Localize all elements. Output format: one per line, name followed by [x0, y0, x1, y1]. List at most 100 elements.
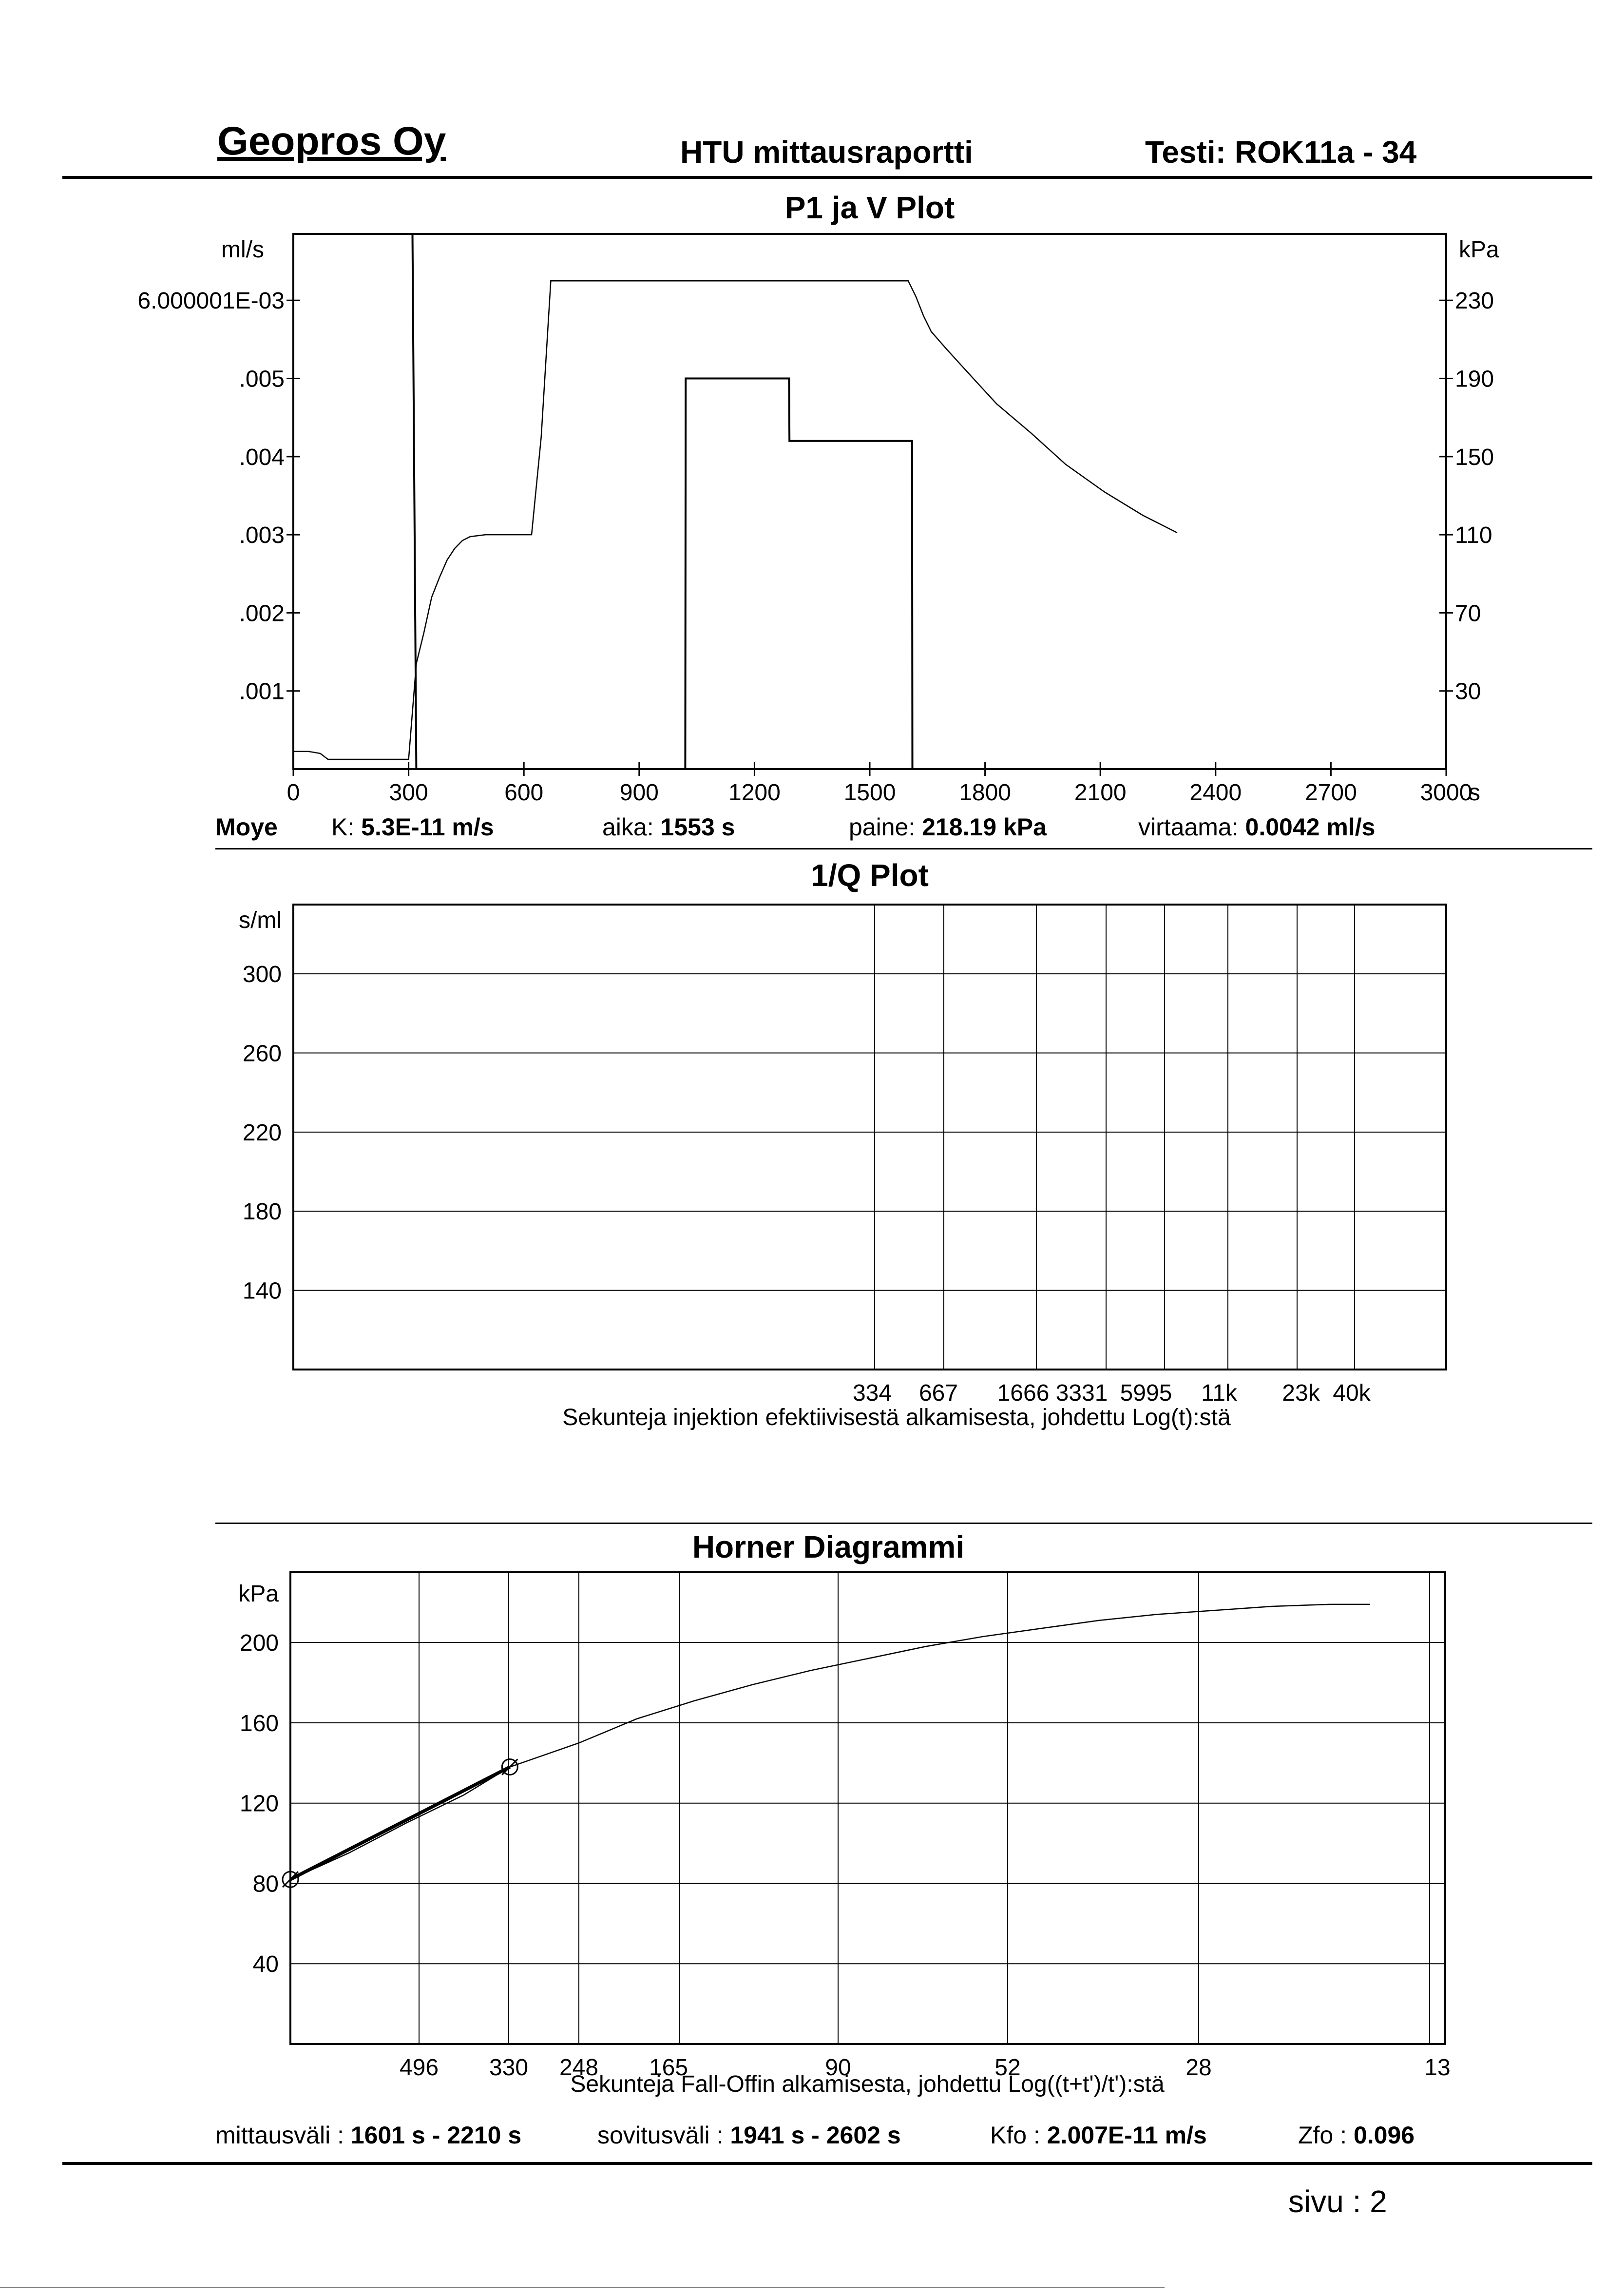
- mittausvali-label: mittausväli :: [215, 2122, 344, 2149]
- x-tick-label: 248: [559, 2055, 598, 2081]
- paine-field: paine: 218.19 kPa: [849, 813, 1047, 841]
- x-tick-label: 1800: [959, 780, 1011, 806]
- y-left-tick-label: .002: [239, 600, 285, 626]
- x-tick-label: 40k: [1333, 1380, 1371, 1406]
- y-left-tick-label: 6.000001E-03: [137, 288, 285, 314]
- y-tick-label: 300: [243, 962, 282, 987]
- y-right-tick-label: 110: [1455, 522, 1492, 548]
- zfo-field: Zfo : 0.096: [1298, 2121, 1415, 2149]
- y-tick-label: 120: [240, 1791, 279, 1817]
- x-tick-label: 11k: [1201, 1380, 1238, 1406]
- y-right-tick-label: 190: [1455, 367, 1494, 392]
- company-name: Geopros Oy: [217, 119, 446, 163]
- y-left-tick-label: .001: [239, 679, 285, 705]
- horner-fit-line: [289, 1765, 511, 1881]
- x-tick-label: 3000: [1420, 780, 1472, 806]
- paine-value: 218.19 kPa: [922, 813, 1047, 841]
- y-left-tick-label: .004: [239, 444, 285, 470]
- k-value: 5.3E-11 m/s: [361, 813, 494, 841]
- chart-title: 1/Q Plot: [811, 858, 929, 893]
- x-axis-label: Sekunteja Fall-Offin alkamisesta, johdet…: [570, 2071, 1165, 2097]
- y-tick-label: 200: [240, 1630, 279, 1656]
- x-tick-label: 334: [853, 1380, 892, 1406]
- y-left-tick-label: .005: [239, 367, 285, 392]
- y-right-tick-label: 70: [1455, 600, 1481, 626]
- x-tick-label: 300: [389, 780, 428, 806]
- bottom-scan-line: [0, 2287, 1165, 2288]
- inverse-q-plot: 1/Q Plot s/ml 140 180 220 260 300 334 667 1666 333…: [239, 858, 1447, 1430]
- y-tick-label: 40: [253, 1951, 279, 1977]
- sovitusvali-value: 1941 s - 2602 s: [730, 2122, 901, 2149]
- x-tick-label: 600: [504, 780, 543, 806]
- virtaama-value: 0.0042 ml/s: [1245, 813, 1376, 841]
- virtaama-label: virtaama:: [1138, 813, 1239, 841]
- aika-value: 1553 s: [660, 813, 735, 841]
- k-label: K:: [331, 813, 355, 841]
- y-tick-label: 220: [243, 1120, 282, 1146]
- y-right-tick-label: 150: [1455, 444, 1494, 470]
- x-tick-label: 90: [825, 2055, 851, 2081]
- y-tick-label: 260: [243, 1041, 282, 1066]
- x-tick-label: 1666: [997, 1380, 1050, 1406]
- x-axis-label: Sekunteja injektion efektiivisestä alkam…: [562, 1405, 1231, 1430]
- kfo-field: Kfo : 2.007E-11 m/s: [990, 2121, 1207, 2149]
- y-right-tick-label: 230: [1455, 288, 1494, 314]
- chart-title: P1 ja V Plot: [785, 190, 955, 225]
- x-tick-label: 2400: [1189, 780, 1242, 806]
- x-tick-label: 1500: [844, 780, 896, 806]
- x-tick-label: 2100: [1074, 780, 1127, 806]
- virtaama-field: virtaama: 0.0042 ml/s: [1138, 813, 1375, 841]
- k-field: K: 5.3E-11 m/s: [331, 813, 494, 841]
- x-tick-label: 52: [994, 2055, 1020, 2081]
- fit-marker: [501, 1758, 518, 1776]
- y-tick-label: 80: [253, 1871, 279, 1897]
- y-tick-label: 140: [243, 1278, 282, 1304]
- section-rule-1: [215, 848, 1592, 849]
- pressure-series-line: [293, 280, 1178, 760]
- y-axis-label: s/ml: [239, 907, 282, 933]
- sovitusvali-label: sovitusväli :: [597, 2122, 724, 2149]
- aika-label: aika:: [602, 813, 654, 841]
- mittausvali-field: mittausväli : 1601 s - 2210 s: [215, 2121, 521, 2149]
- y-right-axis-label: kPa: [1459, 237, 1499, 263]
- x-tick-label: 2700: [1305, 780, 1357, 806]
- test-id: Testi: ROK11a - 34: [1145, 135, 1417, 170]
- paine-label: paine:: [849, 813, 916, 841]
- x-tick-label: 0: [287, 780, 300, 806]
- plot-frame: [292, 904, 1447, 1370]
- horner-curve-line: [290, 1603, 1370, 1880]
- header-rule: [62, 176, 1592, 179]
- x-tick-label: 23k: [1282, 1380, 1320, 1406]
- aika-field: aika: 1553 s: [602, 813, 735, 841]
- x-tick-label: 13: [1424, 2055, 1450, 2081]
- mittausvali-value: 1601 s - 2210 s: [350, 2122, 522, 2149]
- report-title: HTU mittausraportti: [680, 135, 973, 170]
- fit-marker-slash: [282, 1871, 299, 1888]
- flow-series-line: [293, 233, 928, 770]
- sovitusvali-field: sovitusväli : 1941 s - 2602 s: [597, 2121, 901, 2149]
- zfo-value: 0.096: [1353, 2122, 1415, 2149]
- section-rule-2: [215, 1523, 1592, 1524]
- chart-title: Horner Diagrammi: [692, 1529, 964, 1564]
- x-tick-label: 3331: [1056, 1380, 1108, 1406]
- method-label: Moye: [215, 813, 278, 841]
- fit-marker-slash: [501, 1758, 518, 1775]
- y-left-axis-label: ml/s: [221, 237, 264, 263]
- x-tick-label: 496: [400, 2055, 439, 2081]
- y-tick-label: 160: [240, 1711, 279, 1736]
- x-axis-unit: s: [1469, 780, 1480, 806]
- plot-frame: [289, 1571, 1446, 2045]
- x-tick-label: 28: [1185, 2055, 1211, 2081]
- footer-rule: [62, 2162, 1592, 2165]
- y-left-tick-label: .003: [239, 522, 285, 548]
- fit-marker: [282, 1871, 299, 1888]
- y-right-tick-label: 30: [1455, 679, 1481, 705]
- kfo-value: 2.007E-11 m/s: [1047, 2122, 1207, 2149]
- p1-v-plot: P1 ja V Plot ml/s kPa .001 .002 .003 .004 .005 6…: [137, 190, 1499, 806]
- page-number: sivu : 2: [1288, 2184, 1387, 2219]
- horner-diagram: Horner Diagrammi kPa 40 80 120 160 200 496 330 24…: [238, 1529, 1450, 2097]
- y-axis-label: kPa: [238, 1581, 279, 1607]
- x-tick-label: 5995: [1120, 1380, 1172, 1406]
- x-tick-label: 165: [649, 2055, 688, 2081]
- x-tick-label: 667: [919, 1380, 958, 1406]
